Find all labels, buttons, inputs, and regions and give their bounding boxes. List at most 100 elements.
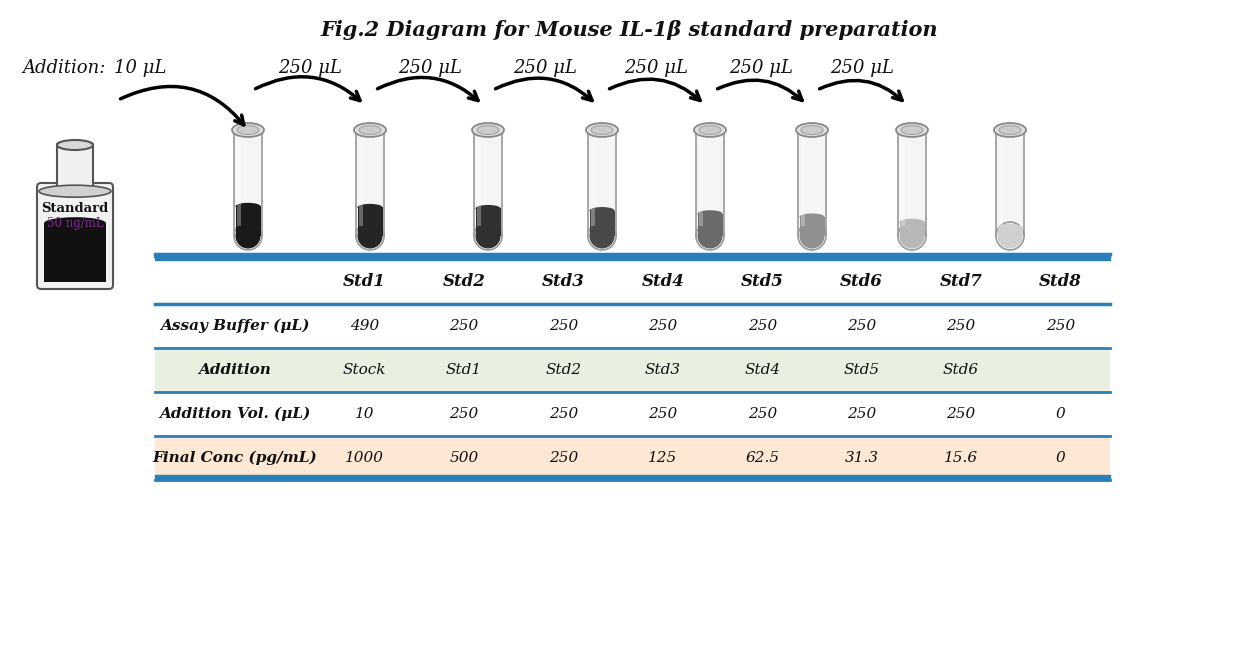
Ellipse shape	[896, 123, 928, 137]
Ellipse shape	[901, 126, 923, 134]
Text: 250: 250	[747, 319, 776, 333]
Ellipse shape	[586, 123, 618, 137]
Text: 250 μL: 250 μL	[728, 59, 793, 77]
Ellipse shape	[898, 222, 926, 250]
Bar	[155, 392, 1110, 436]
Ellipse shape	[696, 222, 725, 250]
Text: Std4: Std4	[745, 363, 780, 377]
Text: Std4: Std4	[642, 273, 684, 291]
Ellipse shape	[591, 126, 613, 134]
Ellipse shape	[472, 123, 504, 137]
Bar	[901, 140, 905, 226]
Text: Std6: Std6	[944, 363, 979, 377]
Ellipse shape	[587, 222, 616, 250]
Text: Stock: Stock	[343, 363, 386, 377]
Ellipse shape	[474, 222, 502, 250]
Bar	[696, 130, 725, 236]
Ellipse shape	[237, 126, 259, 134]
FancyArrowPatch shape	[255, 76, 360, 100]
Text: Fig.2 Diagram for Mouse IL-1β standard preparation: Fig.2 Diagram for Mouse IL-1β standard p…	[321, 20, 937, 40]
Text: 250 μL: 250 μL	[624, 59, 688, 77]
FancyBboxPatch shape	[36, 183, 113, 289]
Ellipse shape	[476, 223, 501, 249]
Text: 250: 250	[648, 407, 678, 421]
Ellipse shape	[899, 219, 925, 225]
Text: 250: 250	[648, 319, 678, 333]
Text: Std3: Std3	[645, 363, 681, 377]
Bar	[590, 211, 614, 236]
FancyBboxPatch shape	[57, 143, 93, 194]
Text: Addition:: Addition:	[21, 59, 106, 77]
Ellipse shape	[697, 223, 722, 249]
Text: Std7: Std7	[940, 273, 982, 291]
Ellipse shape	[356, 222, 384, 250]
Text: 10: 10	[355, 407, 375, 421]
Bar	[798, 130, 827, 236]
Text: 250: 250	[1045, 319, 1074, 333]
Bar	[237, 140, 242, 226]
Text: Std2: Std2	[546, 363, 581, 377]
Bar	[999, 140, 1003, 226]
Ellipse shape	[798, 222, 827, 250]
Text: Addition Vol. (μL): Addition Vol. (μL)	[160, 407, 311, 421]
Text: 250: 250	[946, 319, 975, 333]
Text: Std5: Std5	[844, 363, 879, 377]
Text: 250 μL: 250 μL	[513, 59, 577, 77]
FancyArrowPatch shape	[819, 80, 902, 100]
Text: 500: 500	[449, 451, 479, 465]
Ellipse shape	[357, 223, 382, 249]
Text: 50 ng/mL: 50 ng/mL	[47, 217, 103, 230]
Text: Std1: Std1	[447, 363, 482, 377]
Ellipse shape	[44, 217, 106, 229]
Text: 250 μL: 250 μL	[278, 59, 342, 77]
Bar	[587, 130, 616, 236]
Text: 250 μL: 250 μL	[830, 59, 894, 77]
Bar	[591, 140, 595, 226]
Text: 250: 250	[847, 319, 876, 333]
Ellipse shape	[234, 222, 262, 250]
FancyArrowPatch shape	[496, 78, 593, 100]
Ellipse shape	[699, 126, 721, 134]
Bar	[359, 140, 364, 226]
Ellipse shape	[477, 126, 499, 134]
Text: Std8: Std8	[1039, 273, 1082, 291]
Ellipse shape	[231, 123, 264, 137]
Bar	[998, 227, 1023, 236]
FancyArrowPatch shape	[717, 80, 803, 100]
Bar	[357, 207, 382, 236]
Ellipse shape	[801, 126, 823, 134]
FancyArrowPatch shape	[121, 86, 244, 125]
Text: 31.3: 31.3	[844, 451, 878, 465]
Text: 250: 250	[847, 407, 876, 421]
FancyArrowPatch shape	[609, 79, 701, 100]
Bar	[801, 140, 805, 226]
Bar	[899, 222, 925, 236]
Ellipse shape	[694, 123, 726, 137]
Ellipse shape	[590, 207, 614, 214]
Text: 10 μL: 10 μL	[113, 59, 166, 77]
Ellipse shape	[235, 203, 260, 210]
Bar	[155, 304, 1110, 348]
Text: 250: 250	[449, 407, 479, 421]
Bar	[356, 130, 384, 236]
Text: 490: 490	[350, 319, 380, 333]
Ellipse shape	[590, 223, 614, 249]
Ellipse shape	[353, 123, 386, 137]
Text: 0: 0	[1055, 451, 1066, 465]
Text: Addition: Addition	[199, 363, 272, 377]
Text: 250: 250	[946, 407, 975, 421]
Ellipse shape	[999, 126, 1021, 134]
Text: 125: 125	[648, 451, 678, 465]
Text: Assay Buffer (μL): Assay Buffer (μL)	[160, 319, 309, 333]
Text: Standard: Standard	[42, 201, 108, 215]
Ellipse shape	[39, 185, 111, 198]
Text: 250: 250	[548, 407, 579, 421]
Bar	[697, 213, 722, 236]
Bar	[477, 140, 481, 226]
Bar	[234, 130, 262, 236]
Ellipse shape	[998, 224, 1023, 231]
FancyArrowPatch shape	[377, 77, 478, 100]
Ellipse shape	[996, 222, 1024, 250]
Bar	[996, 130, 1024, 236]
Bar	[474, 130, 502, 236]
